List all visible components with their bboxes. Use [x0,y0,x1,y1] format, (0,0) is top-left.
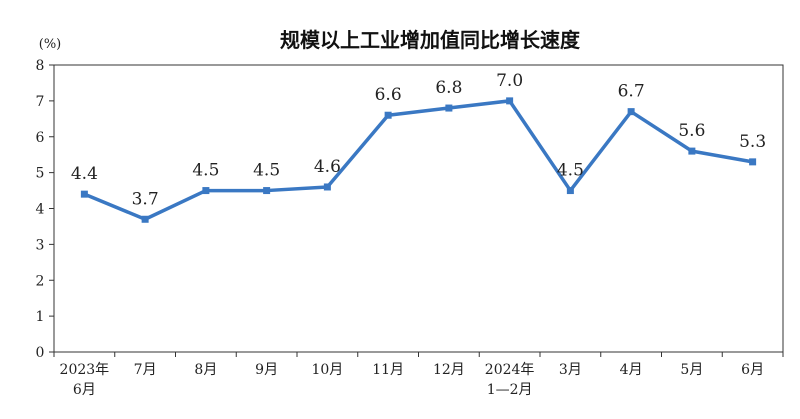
x-tick-label: 1—2月 [487,382,533,398]
x-tick-label: 10月 [311,362,343,378]
x-tick-label: 12月 [433,362,465,378]
x-axis: 2023年 6月 7月 8月 9月 10月 11月 12月 2024年 1—2月 3月 4月 5月 6月 [53,352,784,398]
data-label: 4.5 [192,161,219,181]
data-point-marker [627,108,635,116]
chart-title: 规模以上工业增加值同比增长速度 [280,28,581,52]
x-tick-label: 3月 [559,362,582,378]
data-label: 6.8 [435,78,462,98]
data-point-marker [141,215,149,223]
y-tick-label: 7 [36,94,45,110]
data-point-marker [688,147,696,155]
x-tick-label: 2023年 [60,362,110,378]
y-tick-label: 8 [36,58,45,74]
data-point-marker [384,111,392,119]
series-line-group [80,97,757,223]
y-tick-label: 2 [36,273,45,289]
x-tick-label: 8月 [194,362,217,378]
y-tick-label: 1 [36,309,45,325]
data-label: 7.0 [496,71,523,91]
y-tick-label: 0 [36,345,45,361]
x-tick-label: 5月 [680,362,703,378]
data-point-marker [566,187,574,195]
y-tick-label: 6 [36,130,45,146]
series-line [83,99,753,222]
data-point-marker [445,104,453,112]
y-axis: 0 1 2 3 4 5 6 7 8 [36,58,54,361]
data-point-marker [202,187,210,195]
data-label: 4.5 [253,161,280,181]
data-labels: 4.4 3.7 4.5 4.5 4.6 6.6 6.8 7.0 4.5 6.7 5.6 5.3 [71,71,766,209]
x-tick-label: 7月 [134,362,157,378]
x-tick-label: 6月 [741,362,764,378]
x-tick-label: 11月 [372,362,404,378]
data-label: 6.6 [375,85,402,105]
x-tick-label: 4月 [620,362,643,378]
data-point-marker [80,190,88,198]
y-tick-label: 4 [36,202,45,218]
data-label: 4.6 [314,157,341,177]
data-label: 5.6 [678,121,705,141]
x-tick-label: 9月 [255,362,278,378]
data-point-marker [263,187,271,195]
data-label: 4.4 [71,164,98,184]
data-point-marker [749,158,757,166]
y-tick-label: 5 [36,166,45,182]
x-tick-label: 6月 [73,382,96,398]
data-point-marker [506,97,514,105]
plot-area-frame [53,64,784,353]
y-axis-unit: (%) [39,37,62,52]
data-label: 6.7 [618,82,645,102]
y-tick-label: 3 [36,237,45,253]
x-tick-label: 2024年 [485,362,535,378]
data-label: 5.3 [739,132,766,152]
data-point-marker [323,183,331,191]
data-label: 4.5 [557,161,584,181]
data-label: 3.7 [132,189,159,209]
